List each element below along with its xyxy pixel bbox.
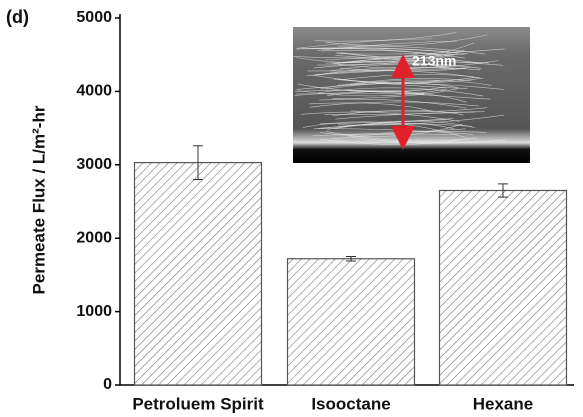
inset-texture [297,83,446,93]
x-tick-label: Hexane [473,394,533,413]
y-axis-label: Permeate Flux / L/m²-hr [29,105,48,294]
inset-texture [321,49,443,57]
inset-texture [301,47,468,55]
error-bar [346,256,356,262]
inset-texture [300,111,460,122]
error-bar [193,145,203,180]
x-tick-label: Isooctane [311,394,390,413]
inset-texture [348,136,507,144]
inset-texture [312,133,458,136]
x-tick-label: Petroluem Spirit [132,394,264,413]
inset-texture [325,34,488,47]
inset-texture [311,48,465,59]
inset-texture [309,102,434,112]
bar [286,258,416,386]
inset-image [293,27,530,163]
y-tick-label: 5000 [76,9,112,26]
y-tick-label: 2000 [76,229,112,246]
y-tick-label: 0 [103,376,112,393]
inset-texture [307,64,457,72]
inset-texture [302,121,466,138]
inset-texture [336,48,505,55]
inset-texture [337,83,504,90]
inset-texture [350,79,492,86]
inset-texture [297,88,448,97]
inset-texture [347,89,491,100]
y-tick-label: 3000 [76,156,112,173]
bar [133,161,263,386]
inset-texture [350,107,488,113]
inset-texture [338,114,504,126]
inset-texture [337,60,503,66]
annotation: 213nm [412,53,456,69]
error-bar [498,183,508,198]
panel-label: (d) [6,7,29,27]
y-tick-label: 1000 [76,303,112,320]
bar [438,189,568,386]
inset-texture [337,45,486,55]
inset-texture [297,38,433,49]
y-tick-label: 4000 [76,83,112,100]
